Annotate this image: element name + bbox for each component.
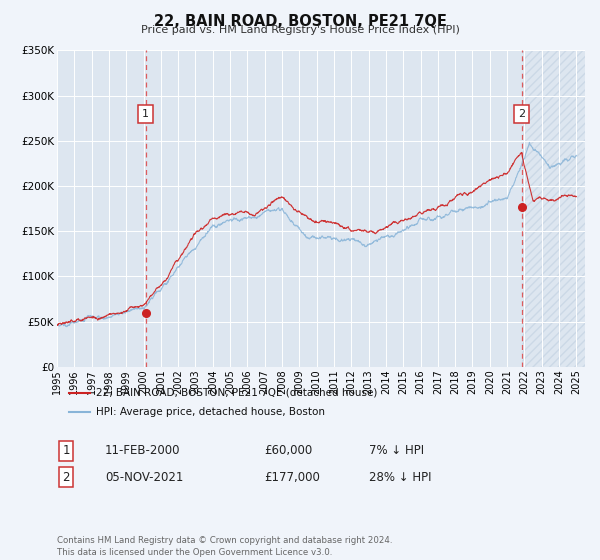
Text: 1: 1 <box>142 109 149 119</box>
Text: 22, BAIN ROAD, BOSTON, PE21 7QE: 22, BAIN ROAD, BOSTON, PE21 7QE <box>154 14 446 29</box>
Text: 11-FEB-2000: 11-FEB-2000 <box>105 444 181 458</box>
Text: 22, BAIN ROAD, BOSTON, PE21 7QE (detached house): 22, BAIN ROAD, BOSTON, PE21 7QE (detache… <box>96 388 377 398</box>
Text: 2: 2 <box>518 109 525 119</box>
Text: £60,000: £60,000 <box>264 444 312 458</box>
Text: Price paid vs. HM Land Registry's House Price Index (HPI): Price paid vs. HM Land Registry's House … <box>140 25 460 35</box>
Text: 28% ↓ HPI: 28% ↓ HPI <box>369 470 431 484</box>
Text: 2: 2 <box>62 470 70 484</box>
Text: Contains HM Land Registry data © Crown copyright and database right 2024.
This d: Contains HM Land Registry data © Crown c… <box>57 536 392 557</box>
Text: 05-NOV-2021: 05-NOV-2021 <box>105 470 184 484</box>
Text: 1: 1 <box>62 444 70 458</box>
Text: £177,000: £177,000 <box>264 470 320 484</box>
Text: HPI: Average price, detached house, Boston: HPI: Average price, detached house, Bost… <box>96 407 325 417</box>
Bar <box>521 50 585 367</box>
Text: 7% ↓ HPI: 7% ↓ HPI <box>369 444 424 458</box>
